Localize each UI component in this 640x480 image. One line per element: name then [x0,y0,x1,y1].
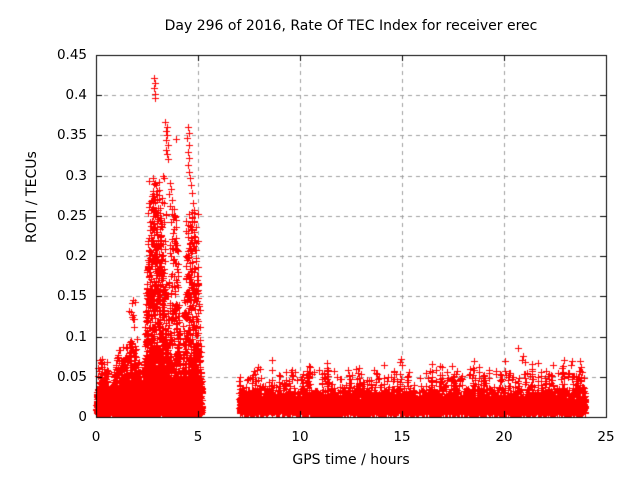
y-axis-label: ROTI / TECUs [24,151,40,243]
x-tick-label: 5 [193,429,203,445]
x-tick-label: 0 [91,429,101,445]
y-tick-label: 0.45 [56,47,87,63]
x-axis-label: GPS time / hours [292,452,410,468]
y-tick-label: 0.25 [56,207,87,224]
y-tick-label: 0.4 [65,87,87,104]
y-tick-label: 0.1 [65,328,87,345]
y-tick-label: 0.05 [56,368,87,385]
x-tick-label: 10 [291,429,309,445]
y-tick-label: 0.2 [65,248,87,265]
y-tick-label: 0.3 [65,167,87,184]
chart-title: Day 296 of 2016, Rate Of TEC Index for r… [164,18,538,34]
y-tick-label: 0.35 [56,127,87,144]
x-tick-label: 25 [597,429,615,445]
y-tick-label: 0 [78,409,87,425]
x-tick-label: 20 [495,429,513,445]
y-tick-label: 0.15 [56,288,87,305]
x-tick-label: 15 [393,429,411,445]
